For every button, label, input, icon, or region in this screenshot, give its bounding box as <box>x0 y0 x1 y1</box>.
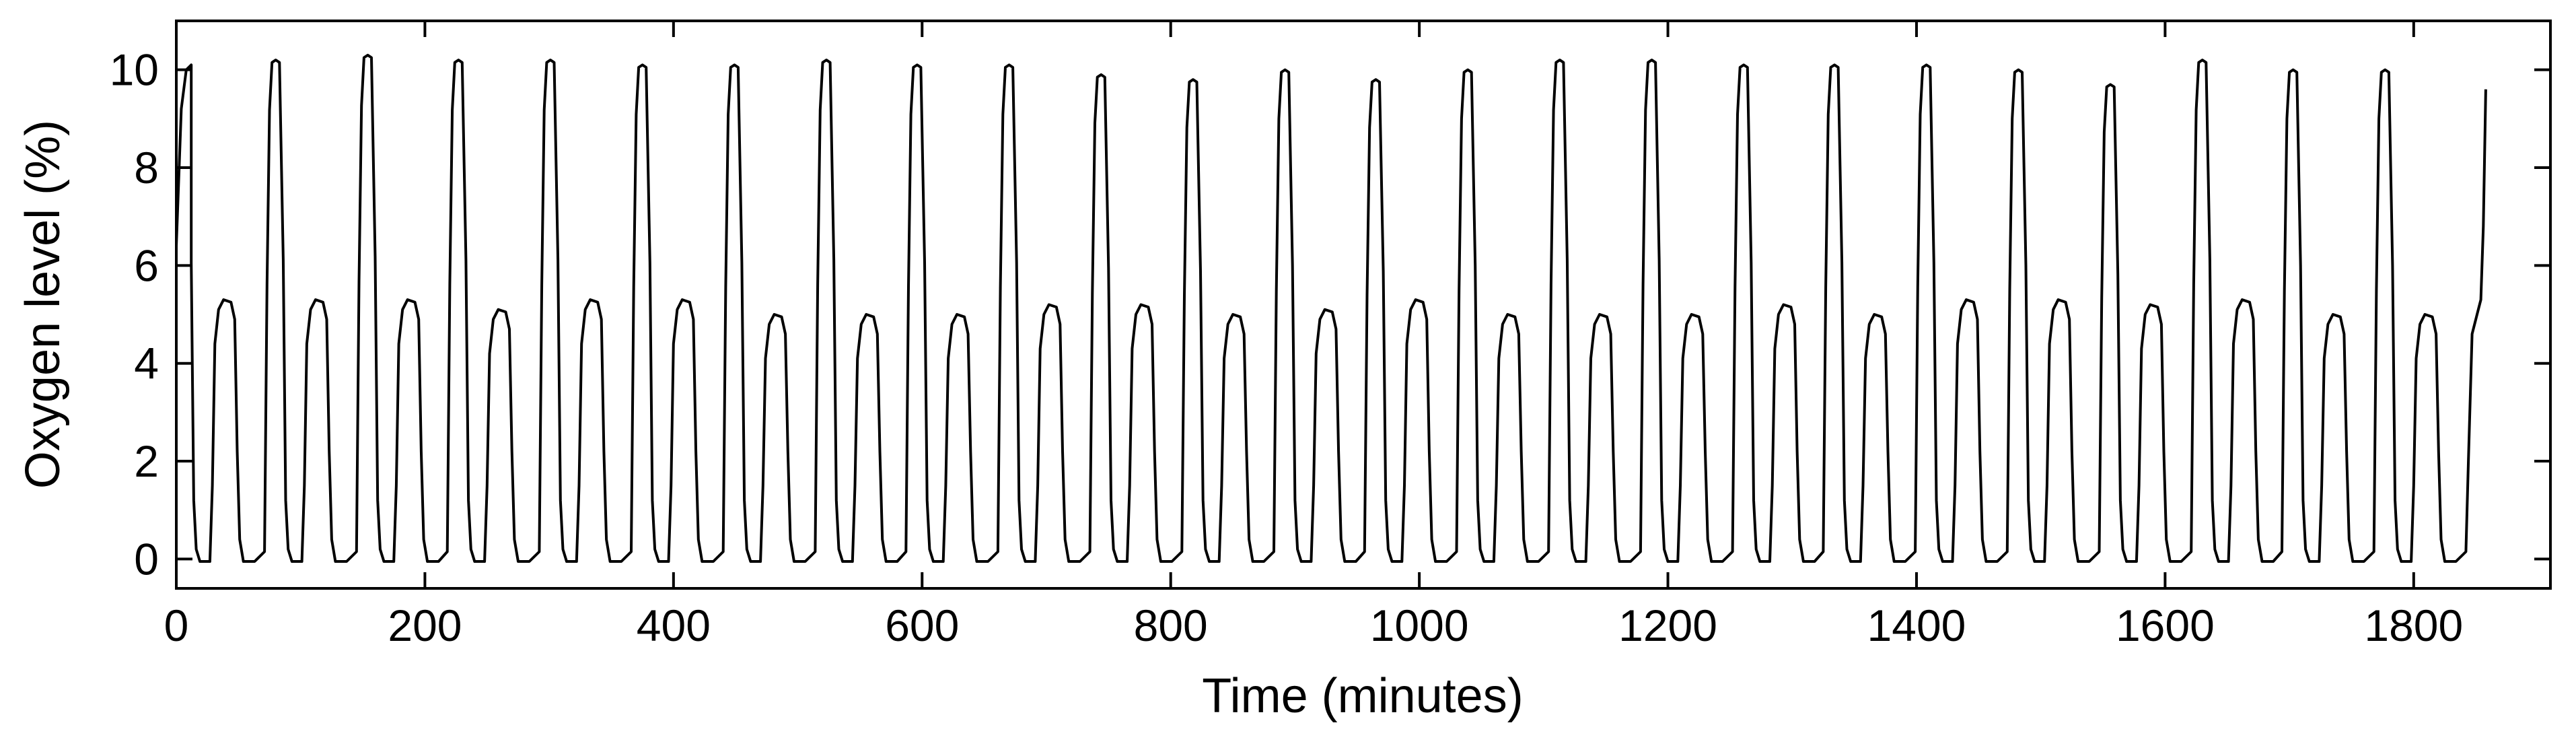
x-tick-label: 600 <box>885 600 959 650</box>
x-tick-label: 1000 <box>1370 600 1469 650</box>
y-tick-label: 4 <box>134 339 159 388</box>
x-tick-label: 1600 <box>2116 600 2215 650</box>
ticks-layer <box>175 21 2550 588</box>
oxygen-level-line <box>175 53 2487 563</box>
y-tick-label: 10 <box>110 45 159 95</box>
y-tick-label: 0 <box>134 534 159 584</box>
x-tick-label: 0 <box>164 600 189 650</box>
plot-frame <box>175 20 2552 590</box>
tick-labels-layer: 0 200 400 600 800 1000 1200 1400 1600 1800 0 2 4 6 8 10 <box>110 45 2464 650</box>
x-tick-label: 400 <box>637 600 711 650</box>
x-tick-label: 800 <box>1134 600 1208 650</box>
x-axis-title: Time (minutes) <box>1202 669 1523 723</box>
x-tick-label: 200 <box>388 600 462 650</box>
x-tick-label: 1800 <box>2364 600 2463 650</box>
x-tick-label: 1400 <box>1867 600 1966 650</box>
y-tick-label: 8 <box>134 143 159 193</box>
y-tick-label: 2 <box>134 436 159 486</box>
x-tick-label: 1200 <box>1618 600 1717 650</box>
y-axis-title: Oxygen level (%) <box>16 120 70 489</box>
y-tick-label: 6 <box>134 240 159 290</box>
